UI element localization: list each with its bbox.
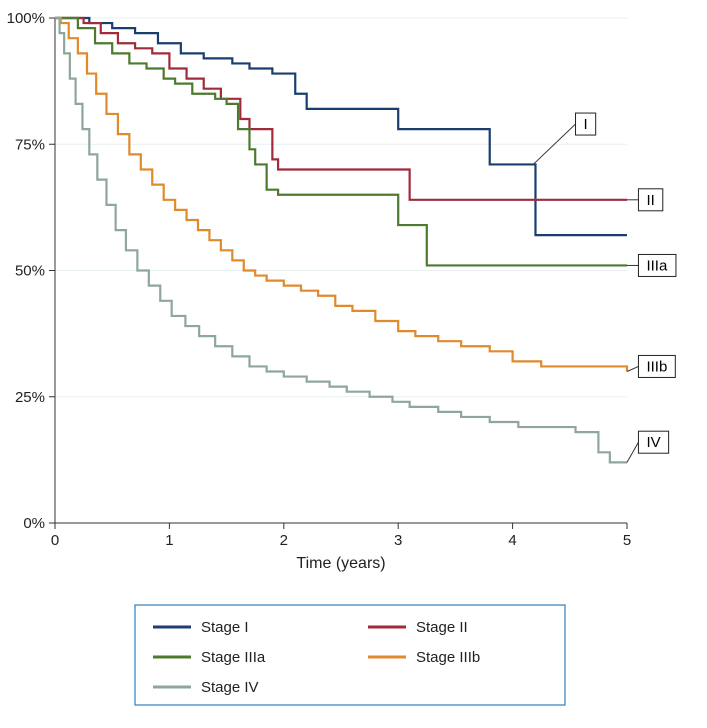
callout-connector [627, 366, 638, 371]
legend-label-stage-iiia: Stage IIIa [201, 649, 266, 666]
y-tick-label: 75% [15, 136, 45, 153]
x-tick-label: 2 [280, 532, 288, 549]
x-tick-label: 3 [394, 532, 402, 549]
callout-label-stage-iv: IV [646, 434, 660, 451]
y-tick-label: 50% [15, 263, 45, 280]
x-tick-label: 0 [51, 532, 59, 549]
y-tick-label: 25% [15, 389, 45, 406]
callout-label-stage-iiib: IIIb [646, 358, 667, 375]
x-tick-label: 1 [165, 532, 173, 549]
figure-container: 0%25%50%75%100%012345Time (years)IIIIIIa… [0, 0, 707, 728]
x-tick-label: 5 [623, 532, 631, 549]
callout-label-stage-i: I [584, 116, 588, 133]
x-tick-label: 4 [508, 532, 516, 549]
callout-label-stage-iiia: IIIa [646, 257, 668, 274]
series-line-stage-i [55, 18, 627, 235]
legend-label-stage-ii: Stage II [416, 619, 468, 636]
y-tick-label: 100% [7, 10, 45, 27]
legend-label-stage-iv: Stage IV [201, 679, 259, 696]
series-line-stage-iv [55, 18, 627, 462]
callout-connector [627, 442, 638, 462]
km-chart: 0%25%50%75%100%012345Time (years)IIIIIIa… [0, 0, 707, 728]
series-line-stage-iiia [55, 18, 627, 265]
legend-box [135, 605, 565, 705]
x-axis-title: Time (years) [296, 555, 385, 572]
callout-label-stage-ii: II [646, 192, 654, 209]
y-tick-label: 0% [23, 515, 45, 532]
legend-label-stage-iiib: Stage IIIb [416, 649, 480, 666]
legend-label-stage-i: Stage I [201, 619, 249, 636]
